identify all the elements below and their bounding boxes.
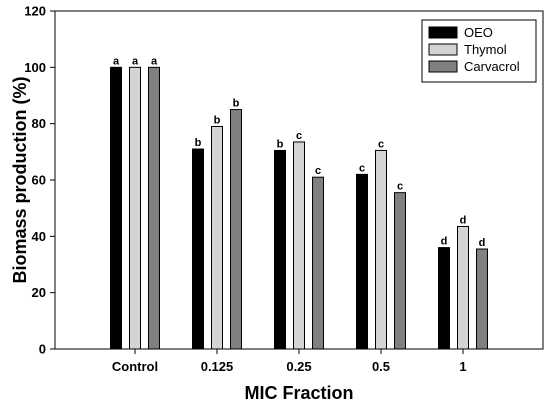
y-tick-label: 0 <box>39 342 46 357</box>
legend-swatch-carvacrol <box>428 60 458 73</box>
bar-carvacrol <box>148 66 160 350</box>
bar-thymol <box>293 141 305 350</box>
bars <box>110 66 488 350</box>
bar-thymol <box>129 66 141 350</box>
bar-oeo <box>192 148 204 350</box>
bar-oeo <box>356 173 368 350</box>
y-tick-label: 120 <box>24 4 46 19</box>
legend-swatch-oeo <box>428 26 458 39</box>
legend: OEO Thymol Carvacrol <box>421 19 537 83</box>
bar-thymol <box>211 125 223 350</box>
y-tick-label: 60 <box>32 173 46 188</box>
bar-carvacrol <box>394 192 406 350</box>
bar-significance-label: b <box>277 138 284 150</box>
legend-label-thymol: Thymol <box>464 42 507 57</box>
x-axis-title: MIC Fraction <box>244 383 353 403</box>
bar-significance-label: b <box>195 137 202 149</box>
legend-label-oeo: OEO <box>464 25 493 40</box>
bar-thymol <box>375 149 387 350</box>
bar-significance-label: c <box>359 162 365 174</box>
y-axis-title: Biomass production (%) <box>10 76 30 283</box>
x-axis-ticks: Control 0.125 0.25 0.5 1 <box>112 349 467 374</box>
y-tick-label: 20 <box>32 285 46 300</box>
bar-carvacrol <box>476 248 488 350</box>
bar-significance-label: c <box>315 165 321 177</box>
bar-significance-label: d <box>479 237 486 249</box>
bar-significance-label: b <box>214 114 221 126</box>
legend-swatch-thymol <box>428 43 458 56</box>
x-tick-label: 1 <box>459 359 466 374</box>
y-tick-label: 80 <box>32 116 46 131</box>
bar-significance-label: d <box>460 214 467 226</box>
bar-carvacrol <box>230 109 242 350</box>
x-tick-label: 0.25 <box>286 359 311 374</box>
bar-significance-label: a <box>132 55 139 67</box>
x-tick-label: 0.125 <box>201 359 234 374</box>
legend-label-carvacrol: Carvacrol <box>464 59 520 74</box>
x-tick-label: Control <box>112 359 158 374</box>
bar-oeo <box>274 149 286 350</box>
y-tick-label: 100 <box>24 60 46 75</box>
y-axis-ticks: 0 20 40 60 80 100 120 <box>24 4 55 357</box>
bar-thymol <box>457 225 469 350</box>
bar-oeo <box>438 247 450 350</box>
bar-significance-label: c <box>397 181 403 193</box>
bar-significance-label: a <box>151 55 158 67</box>
y-tick-label: 40 <box>32 229 46 244</box>
bar-significance-label: d <box>441 236 448 248</box>
bar-carvacrol <box>312 176 324 350</box>
bar-significance-label: c <box>296 130 302 142</box>
bar-significance-label: a <box>113 55 120 67</box>
bar-significance-label: b <box>233 98 240 110</box>
bar-significance-label: c <box>378 138 384 150</box>
x-tick-label: 0.5 <box>372 359 390 374</box>
bar-oeo <box>110 66 122 350</box>
